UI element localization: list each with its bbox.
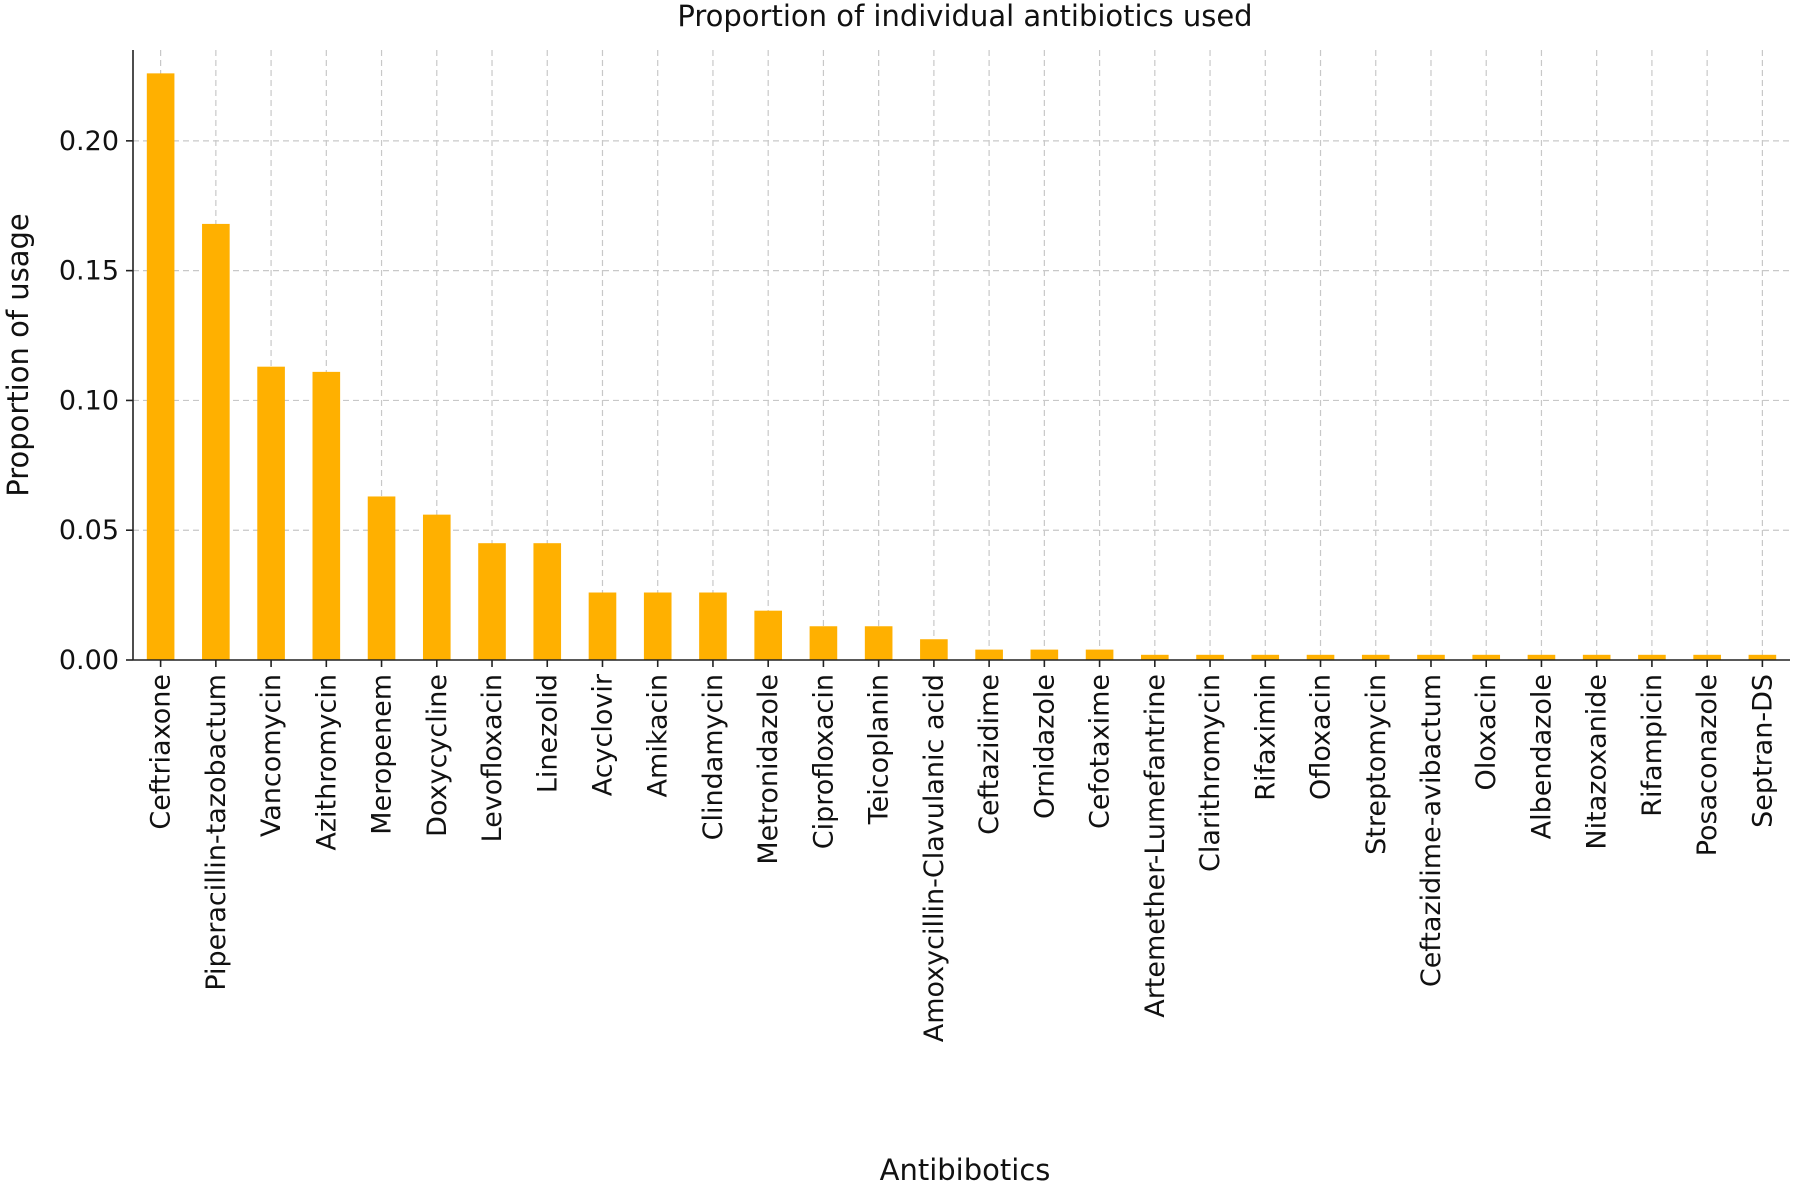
x-tick-label: Rifaximin <box>1250 674 1281 801</box>
x-tick-label: Piperacillin-tazobactum <box>201 674 232 991</box>
bar <box>1472 654 1501 660</box>
x-tick-label: Levofloxacin <box>477 674 508 842</box>
bar <box>1638 654 1666 660</box>
x-tick-label: Artemether-Lumefantrine <box>1140 674 1171 1018</box>
x-tick-label: Albendazole <box>1526 674 1557 839</box>
bar <box>643 592 672 660</box>
axes-layer <box>126 50 1790 667</box>
x-tick-label: Ceftazidime <box>974 674 1005 835</box>
bar <box>1417 654 1445 660</box>
bar <box>920 639 948 660</box>
bar <box>975 649 1003 660</box>
x-tick-label: Ofloxacin <box>1306 674 1337 800</box>
x-tick-label: Septran-DS <box>1747 674 1778 828</box>
y-tick-label: 0.05 <box>59 515 119 546</box>
x-tick-label: Vancomycin <box>256 674 287 837</box>
x-tick-label: Acyclovir <box>587 673 618 796</box>
bar <box>1693 654 1721 660</box>
x-tick-label: Clarithromycin <box>1195 674 1226 872</box>
bar <box>754 610 782 660</box>
bar <box>1085 649 1114 660</box>
bar <box>1527 654 1556 660</box>
grid-layer <box>133 50 1790 660</box>
y-tick-label: 0.20 <box>59 126 119 157</box>
x-tick-label: Clindamycin <box>698 674 729 840</box>
bar <box>1141 654 1169 660</box>
x-tick-label: Metronidazole <box>753 674 784 865</box>
bar <box>1251 654 1280 660</box>
bar <box>1306 654 1335 660</box>
bar <box>202 223 230 660</box>
bar <box>1748 654 1777 660</box>
bar <box>422 514 451 660</box>
bar <box>257 366 285 660</box>
bar <box>1582 654 1611 660</box>
bar <box>1030 649 1059 660</box>
x-tick-label: Doxycycline <box>422 674 453 837</box>
bar <box>312 371 341 660</box>
x-tick-label: Cefotaxime <box>1085 674 1116 829</box>
y-axis-title: Proportion of usage <box>1 213 35 497</box>
bar <box>699 592 727 660</box>
x-tick-label: Oloxacin <box>1471 674 1502 790</box>
bar <box>367 496 396 660</box>
x-tick-label: Linezolid <box>532 674 563 793</box>
x-tick-label: Posaconazole <box>1692 674 1723 856</box>
x-tick-label: Ornidazole <box>1029 674 1060 819</box>
x-tick-label: Ceftazidime-avibactum <box>1416 674 1447 987</box>
x-tick-label: Azithromycin <box>311 674 342 851</box>
bar <box>1361 654 1390 660</box>
bar <box>1196 654 1224 660</box>
bar <box>146 73 175 661</box>
y-tick-label: 0.15 <box>59 256 119 287</box>
bars-layer <box>146 73 1777 661</box>
bar <box>864 626 893 660</box>
x-axis-title: Antibibotics <box>880 1153 1051 1187</box>
x-tick-label: Ciprofloxacin <box>808 674 839 849</box>
x-tick-label: Meropenem <box>367 674 398 835</box>
chart-title: Proportion of individual antibiotics use… <box>677 0 1252 33</box>
x-tick-label: Streptomycin <box>1361 674 1392 855</box>
x-tick-label: Nitazoxanide <box>1582 674 1613 850</box>
bar <box>809 626 838 660</box>
bar <box>588 592 617 660</box>
y-tick-label: 0.00 <box>59 645 119 676</box>
labels-layer: 0.00 0.05 0.10 0.15 0.20 Ceftriaxone Piperacil… <box>59 126 1779 1042</box>
bar <box>478 543 506 660</box>
x-tick-label: Amikacin <box>643 674 674 797</box>
x-tick-label: Amoxycillin-Clavulanic acid <box>919 674 950 1042</box>
x-tick-label: Rifampicin <box>1637 674 1668 817</box>
y-tick-label: 0.10 <box>59 385 119 416</box>
x-tick-label: Teicoplanin <box>864 674 895 825</box>
bar <box>533 543 562 660</box>
x-tick-label: Ceftriaxone <box>146 674 177 830</box>
